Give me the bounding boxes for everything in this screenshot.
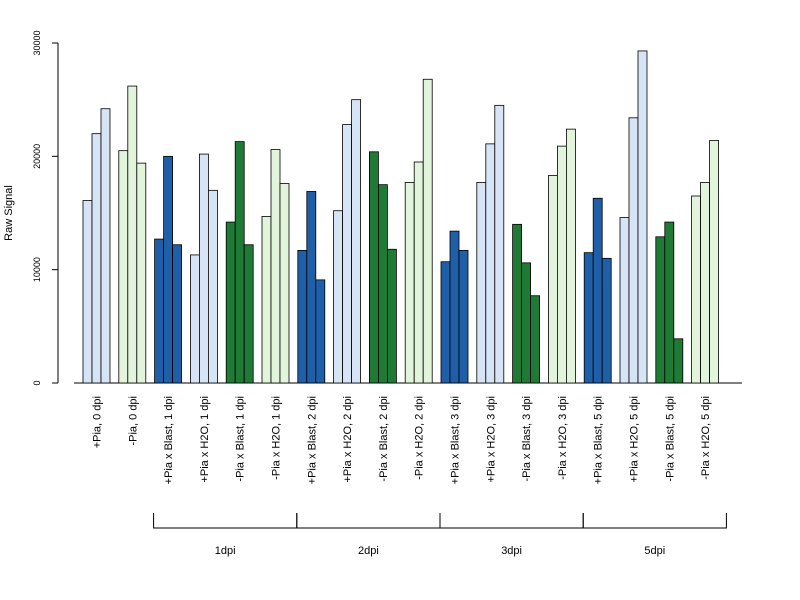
group-bracket	[296, 513, 441, 529]
bar	[566, 128, 576, 384]
bar	[440, 261, 451, 384]
bar	[557, 145, 567, 384]
bar	[655, 236, 666, 384]
bar	[404, 181, 415, 384]
bar	[189, 254, 200, 384]
bar	[127, 85, 138, 384]
category-label: +Pia x Blast, 1 dpi	[163, 396, 175, 484]
group-label: 5dpi	[644, 545, 665, 557]
bar	[270, 149, 281, 384]
category-label: -Pia x H2O, 5 dpi	[700, 396, 712, 480]
bar	[422, 78, 433, 384]
bar	[637, 50, 648, 384]
bar	[485, 143, 496, 384]
bar	[619, 217, 630, 384]
category-label: -Pia x H2O, 2 dpi	[414, 396, 426, 480]
bar	[476, 181, 487, 384]
bar	[691, 195, 701, 384]
bar	[243, 244, 254, 384]
category-label: +Pia x H2O, 5 dpi	[629, 396, 641, 483]
category-label: +Pia, 0 dpi	[92, 396, 104, 448]
bar	[458, 249, 469, 384]
category-label: -Pia x Blast, 1 dpi	[235, 396, 247, 482]
bar	[225, 221, 236, 384]
category-label: +Pia x Blast, 2 dpi	[306, 396, 318, 484]
bar	[315, 279, 326, 384]
bar	[306, 191, 317, 384]
bar	[136, 162, 147, 384]
bar	[673, 338, 684, 384]
category-label: -Pia x H2O, 3 dpi	[557, 396, 569, 480]
bar	[297, 249, 308, 384]
y-axis-label: Raw Signal	[3, 185, 15, 241]
bar	[628, 117, 639, 384]
y-tick-label: 0	[32, 380, 42, 385]
bar	[261, 215, 272, 384]
category-label: +Pia x H2O, 1 dpi	[199, 396, 211, 483]
bar	[664, 221, 675, 384]
category-label: -Pia x Blast, 2 dpi	[378, 396, 390, 482]
bar	[592, 197, 603, 384]
group-label: 2dpi	[358, 545, 379, 557]
bar	[118, 150, 129, 384]
bar	[207, 189, 218, 384]
group-bracket	[439, 513, 584, 529]
bar	[100, 108, 111, 384]
category-label: -Pia x H2O, 1 dpi	[271, 396, 283, 480]
bar	[91, 133, 102, 384]
bar	[234, 141, 245, 384]
bar	[521, 262, 531, 384]
bar	[413, 161, 424, 384]
bar	[494, 104, 505, 384]
category-label: +Pia x H2O, 3 dpi	[485, 396, 497, 483]
category-labels: +Pia, 0 dpi -Pia, 0 dpi +Pia x Blast, 1 dp…	[92, 396, 713, 484]
group-bracket	[582, 513, 727, 529]
bar	[709, 140, 719, 384]
bar	[351, 99, 362, 384]
category-label: -Pia x Blast, 3 dpi	[521, 396, 533, 482]
bar	[512, 223, 522, 384]
bar	[377, 184, 388, 384]
bar	[333, 210, 344, 384]
bar	[583, 252, 594, 384]
bar	[154, 238, 165, 384]
category-label: +Pia x Blast, 5 dpi	[593, 396, 605, 484]
y-tick-label: 30000	[32, 30, 42, 55]
bar	[700, 181, 710, 384]
bar	[198, 153, 209, 384]
bar	[279, 183, 290, 384]
group-bracket	[153, 513, 298, 529]
category-label: -Pia x Blast, 5 dpi	[664, 396, 676, 482]
category-label: +Pia x Blast, 3 dpi	[450, 396, 462, 484]
y-axis: 0 10000 20000 30000	[32, 30, 59, 386]
bars	[82, 50, 719, 384]
group-brackets: 1dpi 2dpi 3dpi 5dpi	[153, 513, 727, 557]
bar	[601, 257, 612, 384]
y-tick-label: 20000	[32, 144, 42, 169]
bar	[163, 155, 174, 384]
bar	[368, 151, 379, 384]
bar	[449, 230, 460, 384]
group-label: 1dpi	[215, 545, 236, 557]
bar	[342, 124, 353, 384]
group-label: 3dpi	[501, 545, 522, 557]
y-tick-label: 10000	[32, 257, 42, 282]
bar	[172, 244, 183, 384]
category-label: +Pia x H2O, 2 dpi	[342, 396, 354, 483]
bar	[530, 295, 540, 384]
bar	[386, 248, 397, 384]
bar	[82, 200, 93, 384]
category-label: -Pia, 0 dpi	[127, 396, 139, 446]
bar	[548, 175, 558, 384]
